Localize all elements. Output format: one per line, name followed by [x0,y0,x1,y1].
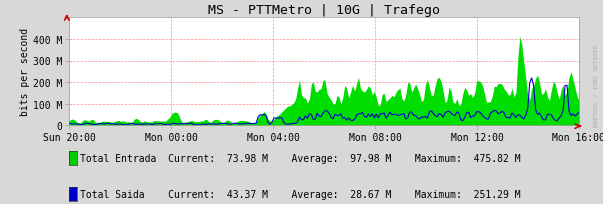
Text: Total Saida    Current:  43.37 M    Average:  28.67 M    Maximum:  251.29 M: Total Saida Current: 43.37 M Average: 28… [80,189,520,199]
Y-axis label: bits per second: bits per second [21,28,30,116]
Title: MS - PTTMetro | 10G | Trafego: MS - PTTMetro | 10G | Trafego [208,4,440,17]
Text: RRDTOOL / TOBI OETIKER: RRDTOOL / TOBI OETIKER [593,45,598,127]
Text: Total Entrada  Current:  73.98 M    Average:  97.98 M    Maximum:  475.82 M: Total Entrada Current: 73.98 M Average: … [80,153,520,163]
